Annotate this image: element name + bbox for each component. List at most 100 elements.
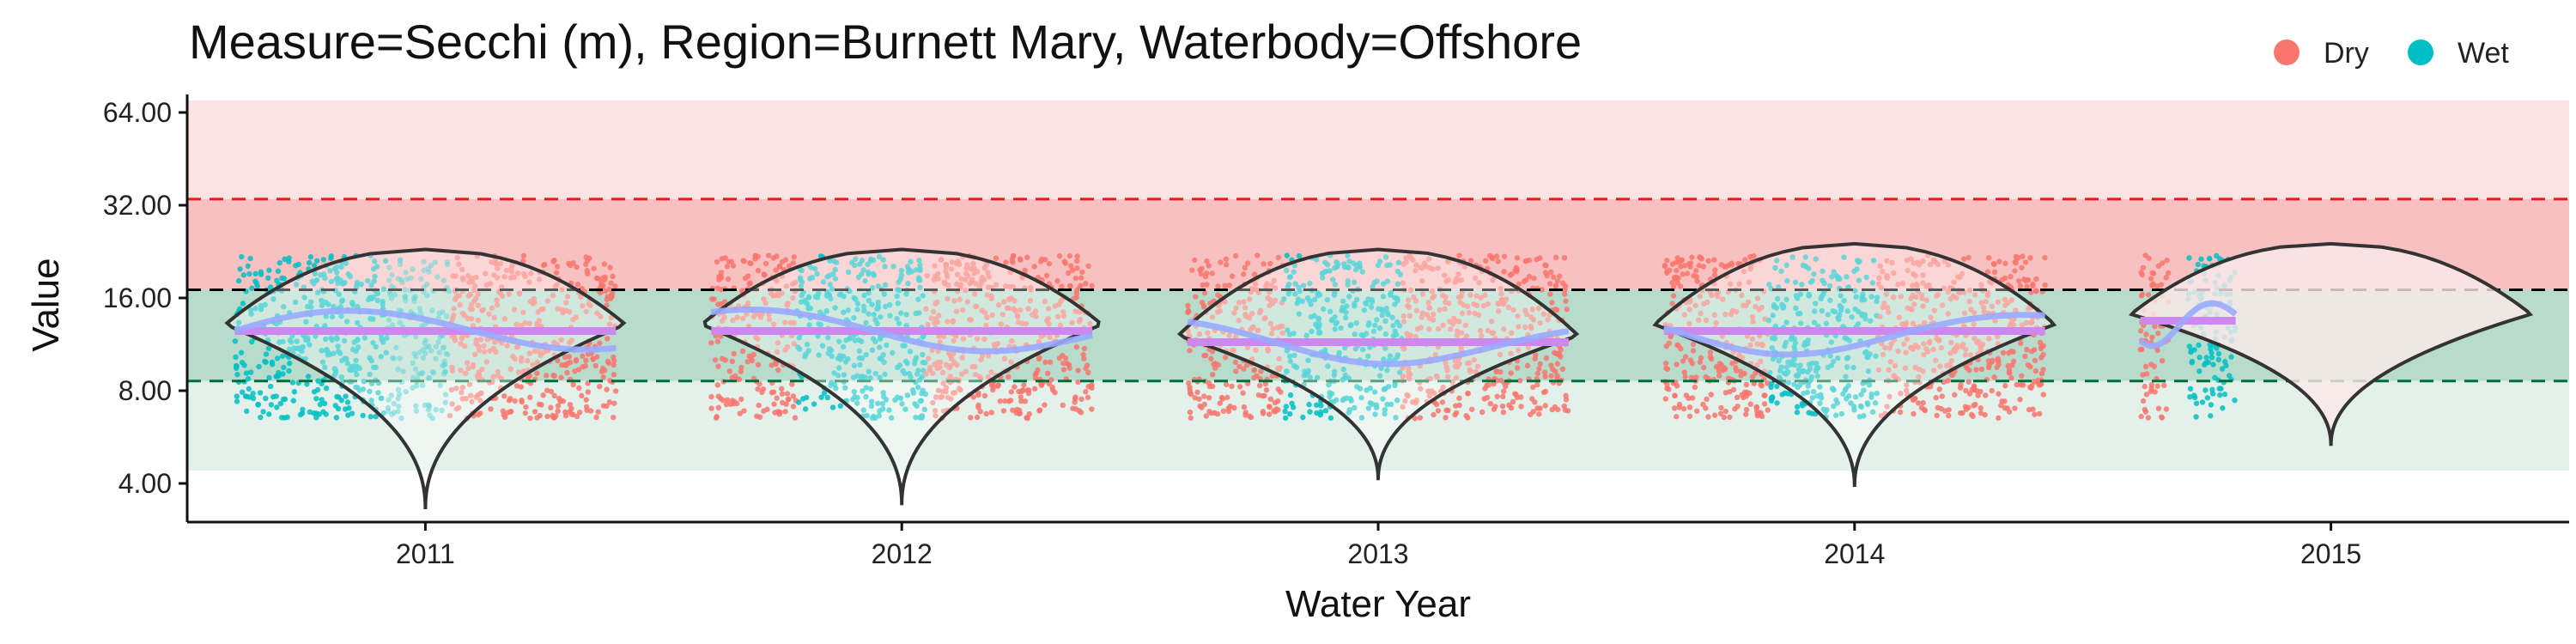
data-point — [829, 404, 836, 410]
data-point — [1709, 292, 1715, 299]
data-point — [308, 304, 314, 310]
data-point — [515, 369, 522, 375]
data-point — [384, 335, 390, 341]
data-point — [1704, 396, 1710, 403]
data-point — [1327, 308, 1334, 315]
data-point — [306, 259, 313, 266]
data-point — [1267, 297, 1273, 303]
data-point — [2158, 282, 2165, 288]
data-point — [1186, 380, 1192, 386]
data-point — [327, 351, 333, 357]
data-point — [1489, 330, 1496, 337]
data-point — [1293, 364, 1300, 371]
data-point — [373, 343, 379, 350]
data-point — [867, 374, 873, 381]
data-point — [566, 354, 573, 360]
data-point — [1315, 317, 1321, 323]
data-point — [989, 382, 995, 389]
data-point — [868, 403, 875, 410]
data-point — [234, 363, 240, 369]
data-point — [354, 319, 361, 326]
data-point — [1314, 257, 1320, 263]
data-point — [1508, 350, 1514, 356]
data-point — [1351, 279, 1358, 285]
data-point — [2032, 368, 2039, 374]
data-point — [319, 302, 325, 308]
data-point — [2215, 350, 2222, 357]
data-point — [532, 409, 538, 415]
data-point — [355, 385, 361, 391]
y-axis-label: Value — [25, 258, 67, 351]
data-point — [1707, 349, 1714, 355]
data-point — [1456, 402, 1462, 409]
data-point — [573, 357, 580, 363]
data-point — [1387, 353, 1394, 359]
data-point — [338, 264, 344, 270]
data-point — [730, 263, 737, 269]
data-point — [1286, 410, 1293, 417]
data-point — [342, 279, 348, 286]
data-point — [254, 283, 261, 289]
data-point — [1322, 259, 1328, 265]
data-point — [851, 388, 858, 395]
data-point — [954, 271, 961, 277]
data-point — [1285, 327, 1291, 333]
data-point — [1083, 388, 1089, 395]
data-point — [2024, 346, 2030, 353]
data-point — [936, 333, 942, 339]
data-point — [453, 406, 459, 412]
data-point — [1222, 283, 1228, 289]
data-point — [1452, 411, 1458, 418]
data-point — [876, 253, 883, 260]
data-point — [1002, 398, 1008, 404]
data-point — [489, 305, 495, 311]
data-point — [494, 301, 501, 308]
data-point — [985, 270, 991, 276]
data-point — [726, 368, 733, 374]
data-point — [1698, 310, 1704, 317]
data-point — [1543, 355, 1550, 361]
data-point — [307, 254, 314, 260]
data-point — [1996, 258, 2002, 264]
data-point — [1233, 305, 1239, 312]
data-point — [902, 370, 908, 377]
data-point — [1494, 393, 1500, 399]
data-point — [783, 283, 790, 289]
data-point — [1060, 313, 1067, 319]
data-point — [1077, 316, 1084, 323]
data-point — [578, 294, 584, 301]
data-point — [1467, 258, 1474, 264]
data-point — [737, 410, 743, 416]
data-point — [932, 320, 938, 326]
data-point — [875, 299, 881, 306]
data-point — [1046, 380, 1052, 387]
data-point — [1382, 331, 1389, 337]
data-point — [1359, 269, 1365, 275]
data-point — [785, 396, 792, 403]
data-point — [1067, 263, 1074, 269]
data-point — [1044, 370, 1051, 376]
data-point — [1211, 361, 1217, 368]
data-point — [1224, 394, 1230, 401]
data-point — [234, 371, 240, 378]
data-point — [1459, 289, 1466, 296]
data-point — [797, 276, 804, 283]
data-point — [1325, 363, 1331, 369]
data-point — [354, 279, 361, 286]
data-point — [1009, 257, 1015, 263]
data-point — [1758, 381, 1764, 388]
data-point — [1753, 408, 1760, 415]
data-point — [842, 385, 848, 391]
data-point — [1087, 320, 1093, 327]
data-point — [1991, 374, 1997, 380]
data-point — [1231, 310, 1237, 316]
data-point — [950, 319, 956, 325]
data-point — [416, 306, 423, 312]
data-point — [1352, 266, 1359, 273]
data-point — [1249, 324, 1256, 331]
data-point — [1482, 386, 1488, 392]
data-point — [1754, 362, 1760, 368]
data-point — [1018, 394, 1024, 400]
data-point — [1662, 396, 1668, 402]
data-point — [1346, 294, 1352, 300]
